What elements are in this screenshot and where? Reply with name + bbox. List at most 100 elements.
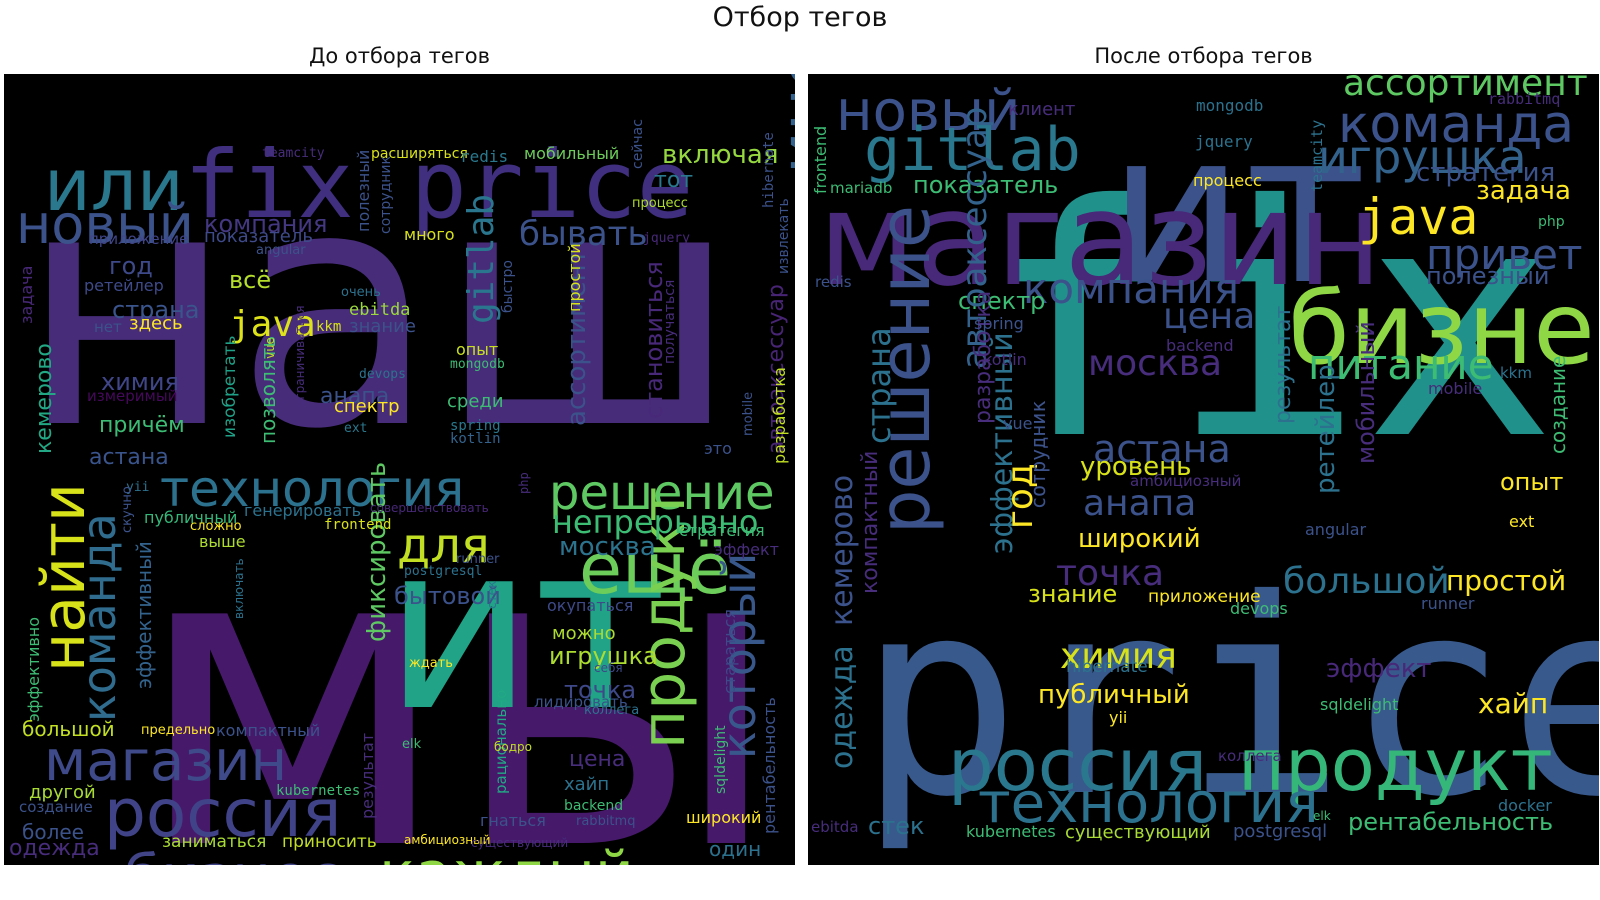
cloud-word-астана: астана	[89, 445, 169, 470]
cloud-word-команда: команда	[72, 513, 126, 722]
cloud-word-ext: ext	[344, 421, 368, 436]
cloud-word-бизнес: бизнес	[1288, 270, 1599, 387]
cloud-word-yii: yii	[1109, 708, 1128, 727]
cloud-word-spring: spring	[450, 418, 501, 434]
cloud-word-создание: создание	[19, 798, 93, 816]
cloud-word-ретейлер: ретейлер	[1311, 364, 1341, 494]
cloud-word-тот: тот	[654, 168, 694, 193]
cloud-word-стек: стек	[868, 812, 925, 840]
cloud-word-это: это	[704, 439, 732, 458]
cloud-word-бодро: бодро	[494, 740, 532, 754]
cloud-word-включать: включать	[232, 558, 246, 619]
cloud-word-новый: новый	[16, 193, 194, 256]
cloud-word-fix-price: fix price	[184, 131, 694, 240]
cloud-word-angular: angular	[256, 243, 306, 258]
cloud-word-для: для	[397, 518, 490, 574]
cloud-word-простой: простой	[565, 243, 584, 312]
cloud-word-технология: технология	[160, 460, 465, 518]
cloud-word-результат: результат	[1271, 305, 1296, 424]
cloud-word-россия: россия	[948, 723, 1208, 807]
panel-title-after: После отбора тегов	[1094, 44, 1313, 68]
cloud-word-ещё: ещё	[579, 528, 732, 610]
cloud-word-показатель: показатель	[913, 171, 1059, 199]
cloud-word-другой: другой	[29, 782, 96, 803]
cloud-word-новый: новый	[836, 79, 1021, 144]
cloud-word-бизнес: бизнес	[124, 847, 341, 865]
cloud-word-ebitda: ebitda	[349, 300, 411, 320]
cloud-word-kotlin: kotlin	[450, 431, 501, 447]
cloud-word-страна: страна	[112, 296, 200, 324]
cloud-word-страна: страна	[860, 327, 898, 444]
cloud-word-полезный: полезный	[354, 149, 373, 232]
cloud-word-химия: химия	[1060, 636, 1177, 677]
cloud-word-java: java	[229, 304, 316, 345]
cloud-word-процесс: процесс	[1193, 171, 1262, 190]
cloud-word-redis: redis	[460, 147, 509, 166]
cloud-word-elk: elk	[1313, 809, 1331, 823]
cloud-word-процесс: процесс	[632, 196, 688, 211]
cloud-word-химия: химия	[101, 368, 179, 396]
cloud-word-более: более	[22, 820, 84, 844]
cloud-word-angular: angular	[1305, 520, 1367, 539]
cloud-word-spring: spring	[974, 314, 1024, 333]
cloud-word-сотрудник: сотрудник	[378, 156, 394, 234]
cloud-word-публичный: публичный	[144, 508, 238, 527]
cloud-word-хайп: хайп	[564, 774, 610, 795]
cloud-word-простой: простой	[1446, 564, 1567, 597]
cloud-word-ext: ext	[1509, 512, 1535, 531]
panel-title-before: До отбора тегов	[308, 44, 491, 68]
cloud-word-команда: команда	[1338, 95, 1575, 155]
cloud-word-расширяться: расширяться	[371, 146, 468, 162]
cloud-word-yii: yii	[126, 480, 150, 495]
cloud-word-точка: точка	[1056, 553, 1165, 594]
cloud-word-причём: причём	[99, 413, 185, 438]
cloud-word-ограничиваться: ограничиваться	[293, 305, 307, 407]
cloud-word-ретейлер: ретейлер	[84, 276, 164, 295]
cloud-word-mongodb: mongodb	[450, 357, 505, 372]
cloud-word-решение: решение	[549, 465, 775, 521]
cloud-word-amбициозный: amбициозный	[1130, 472, 1242, 490]
cloud-word-получаться: получаться	[662, 279, 678, 364]
cloud-word-компания: компания	[204, 210, 328, 238]
cloud-word-kkm: kkm	[1500, 364, 1532, 382]
cloud-word-москва: москва	[1088, 343, 1222, 384]
cloud-word-mobile: mobile	[1428, 379, 1483, 398]
cloud-word-мобильный: мобильный	[524, 144, 620, 163]
cloud-word-включая: включая	[662, 140, 779, 170]
cloud-word-спектр: спектр	[334, 396, 400, 417]
cloud-word-jquery: jquery	[1195, 132, 1253, 151]
cloud-word-kubernetes: kubernetes	[276, 783, 361, 799]
cloud-word-одежда: одежда	[9, 836, 100, 861]
cloud-word-vue: vue	[1003, 414, 1033, 433]
cloud-word-ит: ит	[384, 495, 668, 762]
cloud-word-devops: devops	[1230, 599, 1288, 618]
cloud-word-ждать: ждать	[409, 656, 453, 671]
cloud-word-mariadb: mariadb	[830, 179, 893, 197]
cloud-word-большой: большой	[22, 717, 115, 741]
cloud-word-стратегия: стратегия	[679, 521, 765, 540]
cloud-word-кемерово: кемерово	[825, 474, 860, 626]
cloud-word-каждый: каждый	[379, 844, 634, 865]
cloud-word-бывать: бывать	[519, 214, 648, 254]
cloud-word-можно: можно	[552, 623, 616, 644]
cloud-word-наш: наш	[19, 117, 739, 501]
cloud-word-gitlab: gitlab	[461, 193, 502, 324]
cloud-word-фиксировать: фиксировать	[362, 461, 392, 642]
cloud-word-frontend: frontend	[324, 517, 392, 533]
cloud-word-заниматься: заниматься	[162, 832, 267, 852]
cloud-word-компактный: компактный	[216, 721, 321, 740]
cloud-word-rabbitmq: rabbitmq	[1488, 90, 1561, 108]
cloud-word-эффективный: эффективный	[132, 541, 156, 689]
cloud-word-ит: ит	[1108, 86, 1367, 331]
wordcloud-after: fixpriceитмагазинбизнеспродуктроссияреше…	[808, 74, 1599, 865]
cloud-word-стратегия: стратегия	[1416, 158, 1556, 188]
cloud-word-хайп: хайп	[1478, 687, 1549, 720]
cloud-word-измеримый: измеримый	[87, 387, 178, 405]
cloud-word-непрерывно: непрерывно	[552, 503, 759, 541]
cloud-word-стек: стек	[485, 580, 499, 609]
cloud-word-астана: астана	[1093, 427, 1231, 471]
cloud-word-здесь: здесь	[129, 313, 183, 334]
cloud-word-vue: vue	[263, 337, 277, 359]
cloud-word-ассортимент: ассортимент	[1343, 74, 1588, 104]
cloud-word-магазин: магазин	[818, 163, 1383, 315]
